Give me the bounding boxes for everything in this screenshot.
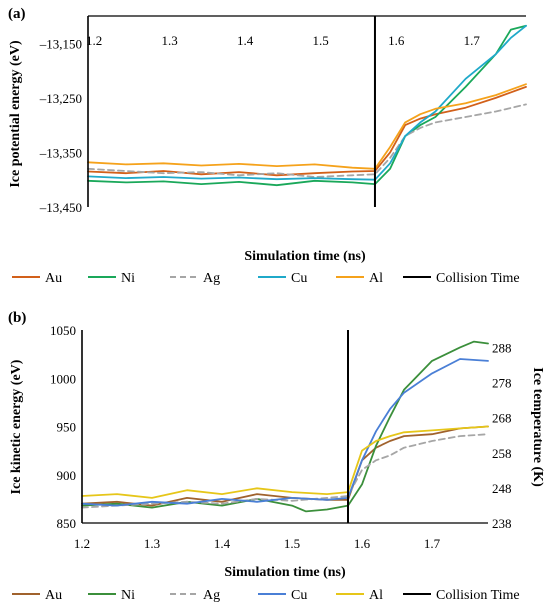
panel-a-series-al bbox=[87, 83, 527, 170]
panel-b-legend-label: Ag bbox=[203, 588, 220, 603]
panel-b-ylabel: Ice kinetic energy (eV) bbox=[9, 359, 24, 494]
panel-a-y-tick-label: –13,150 bbox=[39, 36, 82, 51]
panel-b-y2-tick-label: 288 bbox=[492, 341, 512, 356]
panel-b-legend-label: Collision Time bbox=[436, 588, 520, 603]
panel-b-x-tick-label: 1.6 bbox=[354, 536, 371, 551]
panel-b-x-tick-label: 1.3 bbox=[144, 536, 160, 551]
panel-b-series-ag bbox=[81, 433, 489, 509]
panel-a-legend-label: Collision Time bbox=[436, 271, 520, 286]
panel-b-y-tick-label: 1050 bbox=[50, 323, 76, 338]
panel-b-series-group bbox=[81, 340, 489, 513]
panel-a-ylabel: Ice potential energy (eV) bbox=[8, 40, 23, 188]
panel-a-x-tick-label: 1.5 bbox=[313, 33, 329, 48]
panel-b-series-au bbox=[81, 425, 489, 507]
panel-b-y2label: Ice temperature (K) bbox=[530, 367, 545, 487]
panel-a-series-au bbox=[87, 86, 527, 177]
panel-b-y2-tick-label: 258 bbox=[492, 446, 512, 461]
panel-b-legend-label: Ni bbox=[121, 588, 135, 603]
panel-a-legend-label: Ag bbox=[203, 271, 220, 286]
panel-b-y2-tick-label: 238 bbox=[492, 516, 512, 531]
panel-b-series-cu bbox=[81, 358, 489, 507]
panel-b-legend-label: Al bbox=[369, 588, 383, 603]
panel-a-y-tick-label: –13,250 bbox=[39, 91, 82, 106]
panel-a-y-tick-label: –13,450 bbox=[39, 200, 82, 215]
panel-b-x-tick-label: 1.7 bbox=[424, 536, 441, 551]
panel-a-x-tick-label: 1.6 bbox=[388, 33, 405, 48]
panel-a-x-tick-label: 1.3 bbox=[162, 33, 178, 48]
panel-b-x-tick-label: 1.4 bbox=[214, 536, 231, 551]
panel-b-series-ni bbox=[81, 340, 489, 513]
panel-a-x-tick-label: 1.2 bbox=[86, 33, 102, 48]
panel-a-x-tick-label: 1.7 bbox=[464, 33, 481, 48]
panel-b-x-tick-label: 1.5 bbox=[284, 536, 300, 551]
panel-a-label: (a) bbox=[8, 6, 26, 22]
panel-a-series-cu bbox=[87, 24, 527, 181]
panel-a-legend-label: Al bbox=[369, 271, 383, 286]
panel-b-y2-tick-label: 248 bbox=[492, 481, 512, 496]
panel-b-series-al bbox=[81, 425, 489, 499]
panel-a-series-ni bbox=[87, 24, 527, 187]
panel-b-xlabel: Simulation time (ns) bbox=[224, 565, 346, 580]
panel-b-x-tick-label: 1.2 bbox=[74, 536, 90, 551]
panel-b-legend-label: Au bbox=[45, 588, 62, 603]
panel-a-series-ag bbox=[87, 103, 527, 178]
panel-b-y2-tick-label: 268 bbox=[492, 411, 512, 426]
panel-a-legend-label: Cu bbox=[291, 271, 307, 286]
panel-a-series-group bbox=[87, 24, 527, 187]
panel-a-legend-label: Au bbox=[45, 271, 62, 286]
panel-b-label: (b) bbox=[8, 310, 26, 326]
panel-a-y-tick-label: –13,350 bbox=[39, 145, 82, 160]
panel-a-legend-label: Ni bbox=[121, 271, 135, 286]
panel-b-y-tick-label: 950 bbox=[57, 420, 77, 435]
panel-a-xlabel: Simulation time (ns) bbox=[244, 249, 366, 264]
panel-b-y-tick-label: 1000 bbox=[50, 371, 76, 386]
panel-b-legend-label: Cu bbox=[291, 588, 307, 603]
panel-b-y-tick-label: 850 bbox=[57, 516, 77, 531]
panel-a-x-tick-label: 1.4 bbox=[237, 33, 254, 48]
panel-b-y-tick-label: 900 bbox=[57, 468, 77, 483]
panel-b-y2-tick-label: 278 bbox=[492, 376, 512, 391]
